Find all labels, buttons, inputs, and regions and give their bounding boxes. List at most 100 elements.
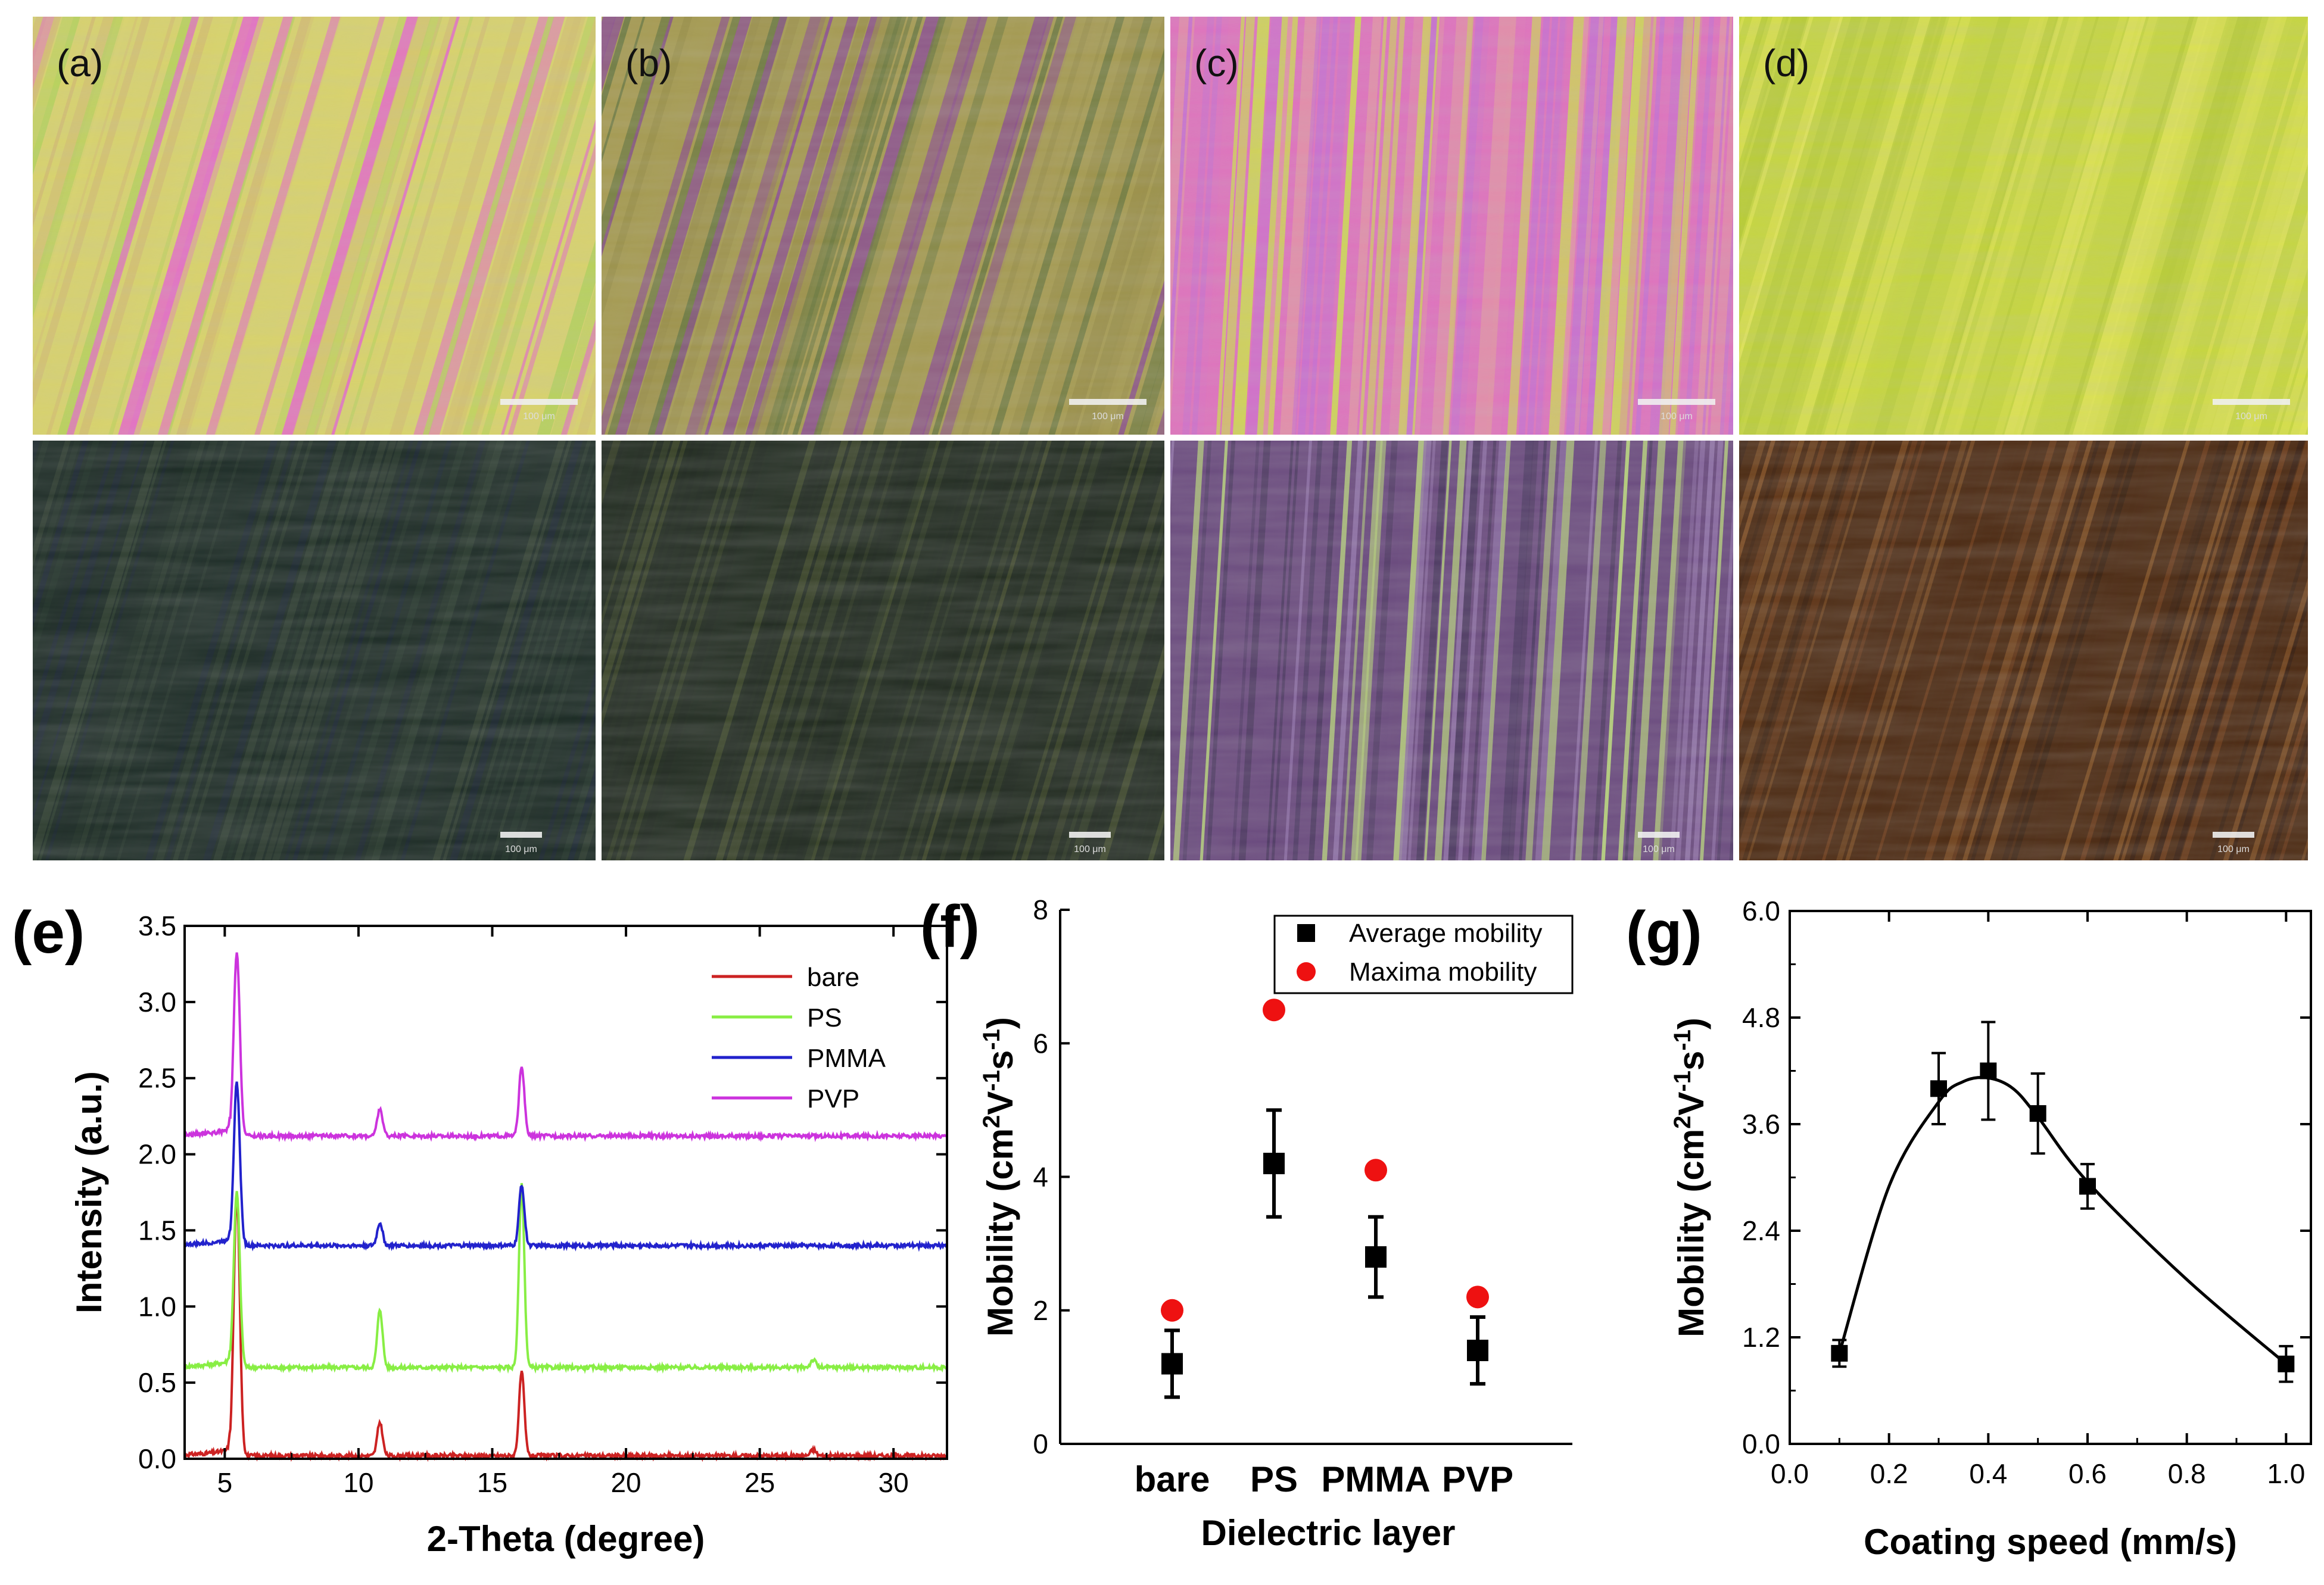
ylabel-superscript: -1 xyxy=(979,1029,1005,1050)
x-tick-label: 25 xyxy=(744,1467,775,1498)
y-tick-label: 2 xyxy=(1033,1295,1048,1326)
y-tick-label: 0.0 xyxy=(138,1443,176,1474)
micrograph-grain xyxy=(602,17,1164,435)
y-tick-label: 0 xyxy=(1033,1428,1048,1459)
panel-label-e: (e) xyxy=(12,899,85,966)
average-mobility-point xyxy=(1467,1340,1488,1362)
ylabel-part: s xyxy=(1671,1051,1711,1071)
plot-frame xyxy=(183,925,948,1460)
y-tick-label: 2.0 xyxy=(138,1139,176,1170)
micrograph-grain xyxy=(1170,17,1733,435)
mobility-point xyxy=(2079,1178,2096,1195)
legend-label: bare xyxy=(807,963,859,992)
panel-label-d: (d) xyxy=(1763,42,1809,85)
spectrum-pmma xyxy=(183,1081,948,1252)
mobility-point xyxy=(2278,1355,2295,1372)
fit-curve xyxy=(1837,1076,2287,1365)
mobility-point xyxy=(1980,1062,1997,1079)
y-tick-label: 6.0 xyxy=(1742,896,1780,926)
maxima-mobility-point xyxy=(1161,1299,1183,1322)
micrograph-b-top: 100 μm (b) xyxy=(602,17,1164,435)
y-axis-title: Mobility (cm2V-1s-1) xyxy=(979,1017,1020,1337)
legend-label: Average mobility xyxy=(1349,919,1542,948)
ylabel-superscript: -1 xyxy=(1669,1029,1696,1051)
mobility-point xyxy=(2029,1105,2046,1122)
micrograph-b-bottom: 100 μm xyxy=(602,441,1164,860)
maxima-mobility-point xyxy=(1263,999,1285,1022)
panel-label-b: (b) xyxy=(625,42,672,85)
panel-label-a: (a) xyxy=(57,42,103,85)
x-tick-label: 5 xyxy=(217,1467,233,1498)
y-tick-label: 3.6 xyxy=(1742,1109,1780,1140)
chart-g: (g) 0.0 0.2 0.4 0.6 0.8 1.0 0.0 1.2 2.4 3.6 4.8 6.0 C… xyxy=(1626,896,2312,1562)
scale-bar xyxy=(1069,399,1147,405)
category-label: PMMA xyxy=(1321,1459,1430,1499)
y-tick-label: 2.5 xyxy=(138,1063,176,1094)
scale-bar-label: 100 μm xyxy=(1092,411,1124,422)
ylabel-part: Mobility (cm xyxy=(1671,1129,1711,1337)
y-tick-label: 4 xyxy=(1033,1162,1048,1193)
average-mobility-point xyxy=(1161,1353,1183,1375)
y-tick-label: 8 xyxy=(1033,894,1048,925)
y-tick-label: 1.2 xyxy=(1742,1322,1780,1353)
x-tick-label: 15 xyxy=(477,1467,507,1498)
category-label: PS xyxy=(1250,1459,1298,1499)
ylabel-part: Mobility (cm xyxy=(980,1128,1020,1337)
micrograph-c-top: 100 μm (c) xyxy=(1170,17,1733,435)
ylabel-part: V xyxy=(980,1091,1020,1115)
mobility-point xyxy=(1831,1344,1848,1362)
category-label: bare xyxy=(1135,1459,1210,1499)
mobility-point xyxy=(1930,1080,1947,1097)
ylabel-part: s xyxy=(980,1050,1020,1070)
chart-e: (e) 5 10 15 20 25 30 0.0 0.5 1.0 1.5 2.0 2.5 3.0 3.5 2-… xyxy=(12,899,948,1559)
panel-divider xyxy=(33,435,2308,441)
scale-bar xyxy=(2213,832,2254,838)
x-axis-title: Coating speed (mm/s) xyxy=(1864,1522,2237,1562)
scale-bar-label: 100 μm xyxy=(1643,844,1675,854)
scale-bar xyxy=(500,832,542,838)
spectrum-ps xyxy=(183,1182,948,1374)
micrograph-grain xyxy=(33,441,596,860)
y-tick-label: 2.4 xyxy=(1742,1215,1780,1246)
spectrum-pvp xyxy=(183,952,947,1143)
legend-label: PS xyxy=(807,1003,842,1032)
y-tick-label: 6 xyxy=(1033,1028,1048,1059)
y-tick-label: 4.8 xyxy=(1742,1002,1780,1033)
y-tick-label: 1.0 xyxy=(138,1291,176,1322)
category-label: PVP xyxy=(1442,1459,1513,1499)
scale-bar-label: 100 μm xyxy=(2235,411,2267,422)
chart-f: (f) 0 2 4 6 8 bare PS PMMA PVP Average mobility Max… xyxy=(920,893,1574,1553)
micrograph-grain xyxy=(33,17,596,435)
spectrum-bare xyxy=(183,1192,947,1462)
scale-bar-label: 100 μm xyxy=(1074,844,1106,854)
micrograph-a-top: 100 μm (a) xyxy=(33,17,596,435)
scale-bar-label: 100 μm xyxy=(523,411,555,422)
x-tick-label: 0.2 xyxy=(1870,1458,1908,1489)
micrograph-d-top: 100 μm (d) xyxy=(1739,17,2308,435)
x-tick-label: 0.4 xyxy=(1969,1458,2007,1489)
y-tick-label: 3.0 xyxy=(138,987,176,1018)
ylabel-part: ) xyxy=(980,1017,1020,1029)
average-mobility-point xyxy=(1263,1153,1285,1175)
scale-bar xyxy=(1638,399,1715,405)
x-tick-label: 0.6 xyxy=(2068,1458,2107,1489)
y-axis-title: Intensity (a.u.) xyxy=(69,1071,109,1313)
legend-swatch xyxy=(1297,924,1315,942)
scale-bar-label: 100 μm xyxy=(505,844,537,854)
y-tick-label: 1.5 xyxy=(138,1215,176,1246)
x-tick-label: 0.8 xyxy=(2168,1458,2206,1489)
scale-bar xyxy=(1069,832,1111,838)
x-axis-title: 2-Theta (degree) xyxy=(427,1519,705,1559)
plot-frame xyxy=(1789,910,2312,1445)
x-tick-label: 1.0 xyxy=(2267,1458,2305,1489)
scale-bar-label: 100 μm xyxy=(2217,844,2250,854)
maxima-mobility-point xyxy=(1466,1286,1489,1309)
micrograph-d-bottom: 100 μm xyxy=(1739,441,2308,860)
y-tick-label: 0.0 xyxy=(1742,1428,1780,1459)
x-tick-label: 10 xyxy=(343,1467,373,1498)
scale-bar xyxy=(2213,399,2290,405)
x-tick-label: 30 xyxy=(878,1467,909,1498)
